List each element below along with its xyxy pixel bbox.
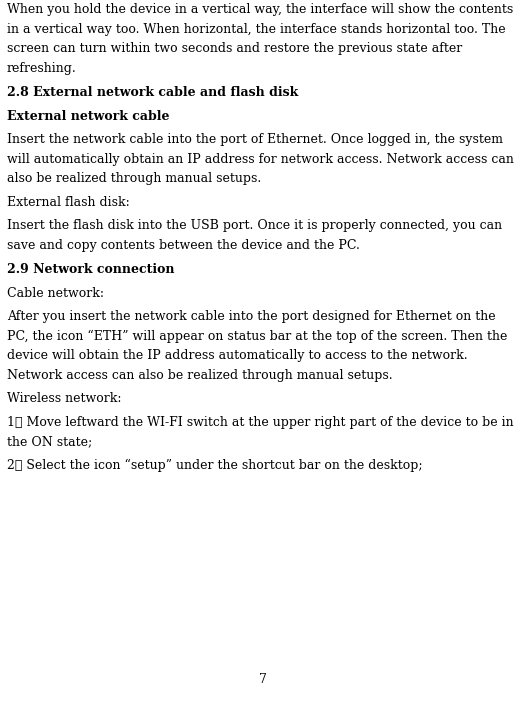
Text: Insert the network cable into the port of Ethernet. Once logged in, the system: Insert the network cable into the port o… — [7, 133, 503, 146]
Text: 1． Move leftward the WI-FI switch at the upper right part of the device to be in: 1． Move leftward the WI-FI switch at the… — [7, 415, 513, 429]
Text: When you hold the device in a vertical way, the interface will show the contents: When you hold the device in a vertical w… — [7, 3, 513, 16]
Text: the ON state;: the ON state; — [7, 435, 92, 448]
Text: refreshing.: refreshing. — [7, 61, 77, 75]
Text: 2.9 Network connection: 2.9 Network connection — [7, 263, 174, 276]
Text: screen can turn within two seconds and restore the previous state after: screen can turn within two seconds and r… — [7, 42, 462, 55]
Text: PC, the icon “ETH” will appear on status bar at the top of the screen. Then the: PC, the icon “ETH” will appear on status… — [7, 329, 507, 343]
Text: Insert the flash disk into the USB port. Once it is properly connected, you can: Insert the flash disk into the USB port.… — [7, 219, 502, 232]
Text: Network access can also be realized through manual setups.: Network access can also be realized thro… — [7, 368, 393, 382]
Text: will automatically obtain an IP address for network access. Network access can: will automatically obtain an IP address … — [7, 152, 514, 166]
Text: Wireless network:: Wireless network: — [7, 392, 121, 405]
Text: External flash disk:: External flash disk: — [7, 196, 130, 208]
Text: 7: 7 — [258, 673, 266, 686]
Text: in a vertical way too. When horizontal, the interface stands horizontal too. The: in a vertical way too. When horizontal, … — [7, 23, 506, 36]
Text: After you insert the network cable into the port designed for Ethernet on the: After you insert the network cable into … — [7, 310, 496, 323]
Text: Cable network:: Cable network: — [7, 287, 104, 299]
Text: also be realized through manual setups.: also be realized through manual setups. — [7, 172, 261, 185]
Text: 2.8 External network cable and flash disk: 2.8 External network cable and flash dis… — [7, 86, 298, 99]
Text: External network cable: External network cable — [7, 109, 170, 122]
Text: save and copy contents between the device and the PC.: save and copy contents between the devic… — [7, 238, 360, 252]
Text: 2． Select the icon “setup” under the shortcut bar on the desktop;: 2． Select the icon “setup” under the sho… — [7, 459, 423, 471]
Text: device will obtain the IP address automatically to access to the network.: device will obtain the IP address automa… — [7, 349, 468, 362]
